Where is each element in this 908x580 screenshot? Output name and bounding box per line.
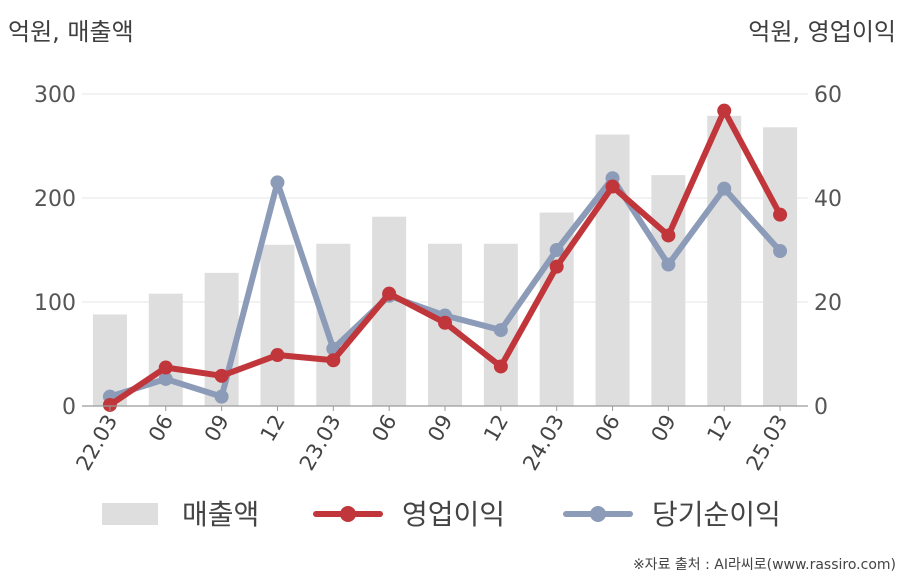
x-tick-label: 06 — [591, 411, 625, 446]
series-point — [270, 175, 285, 190]
series-point — [438, 315, 452, 330]
revenue-bar — [316, 243, 351, 406]
series-point — [158, 371, 173, 386]
revenue-bar — [763, 127, 798, 406]
series-point — [158, 360, 173, 375]
series-point — [605, 179, 620, 194]
series-point — [326, 353, 341, 368]
x-tick-label: 12 — [702, 411, 736, 446]
series-point — [549, 243, 564, 257]
x-tick-label: 06 — [144, 411, 178, 446]
x-tick-label: 12 — [256, 411, 290, 446]
x-tick-label: 23.03 — [295, 411, 346, 475]
profit-lines — [102, 103, 788, 412]
series-point — [214, 368, 229, 383]
series-point — [214, 389, 229, 404]
series-point — [661, 257, 676, 272]
legend-swatch-point — [590, 506, 606, 522]
x-tick-label: 09 — [200, 411, 234, 446]
series-point — [661, 228, 676, 243]
left-tick-label: 200 — [34, 187, 76, 212]
series-point — [102, 397, 117, 412]
x-tick-label: 09 — [423, 411, 457, 446]
right-tick-label: 20 — [814, 291, 842, 316]
x-tick-label: 09 — [647, 411, 681, 446]
right-axis-unit: 억원, 영업이익 — [748, 18, 896, 46]
series-point — [549, 259, 564, 274]
legend-label: 당기순이익 — [652, 498, 781, 531]
x-tick-label: 12 — [479, 411, 513, 446]
x-tick-label: 25.03 — [742, 411, 793, 475]
legend-swatch-bar — [102, 503, 158, 525]
revenue-bar — [148, 293, 183, 406]
series-point — [382, 286, 397, 301]
x-tick-label: 22.03 — [71, 411, 122, 475]
series-point — [717, 181, 732, 196]
source-note: ※자료 출처 : AI라씨로(www.rassiro.com) — [632, 557, 896, 573]
legend-label: 영업이익 — [402, 498, 505, 531]
right-tick-label: 0 — [814, 395, 828, 420]
series-point — [493, 323, 508, 338]
right-tick-label: 60 — [814, 83, 842, 108]
left-tick-label: 300 — [34, 83, 76, 108]
series-point — [717, 103, 732, 118]
revenue-bar — [260, 244, 295, 406]
revenue-bar — [539, 212, 574, 406]
right-tick-label: 40 — [814, 187, 842, 212]
series-point — [493, 359, 508, 374]
revenue-bar — [707, 115, 742, 406]
x-tick-label: 06 — [367, 411, 401, 446]
left-tick-label: 0 — [62, 395, 76, 420]
legend-swatch-point — [340, 506, 356, 522]
legend-label: 매출액 — [182, 498, 259, 531]
series-point — [773, 244, 788, 259]
revenue-bars — [92, 115, 798, 406]
x-tick-label: 24.03 — [518, 411, 569, 475]
left-axis-unit: 억원, 매출액 — [8, 18, 134, 46]
revenue-bar — [204, 272, 239, 406]
series-point — [270, 348, 285, 363]
legend: 매출액 영업이익 당기순이익 — [102, 498, 781, 531]
series-point — [773, 207, 788, 222]
left-tick-label: 100 — [34, 291, 76, 316]
